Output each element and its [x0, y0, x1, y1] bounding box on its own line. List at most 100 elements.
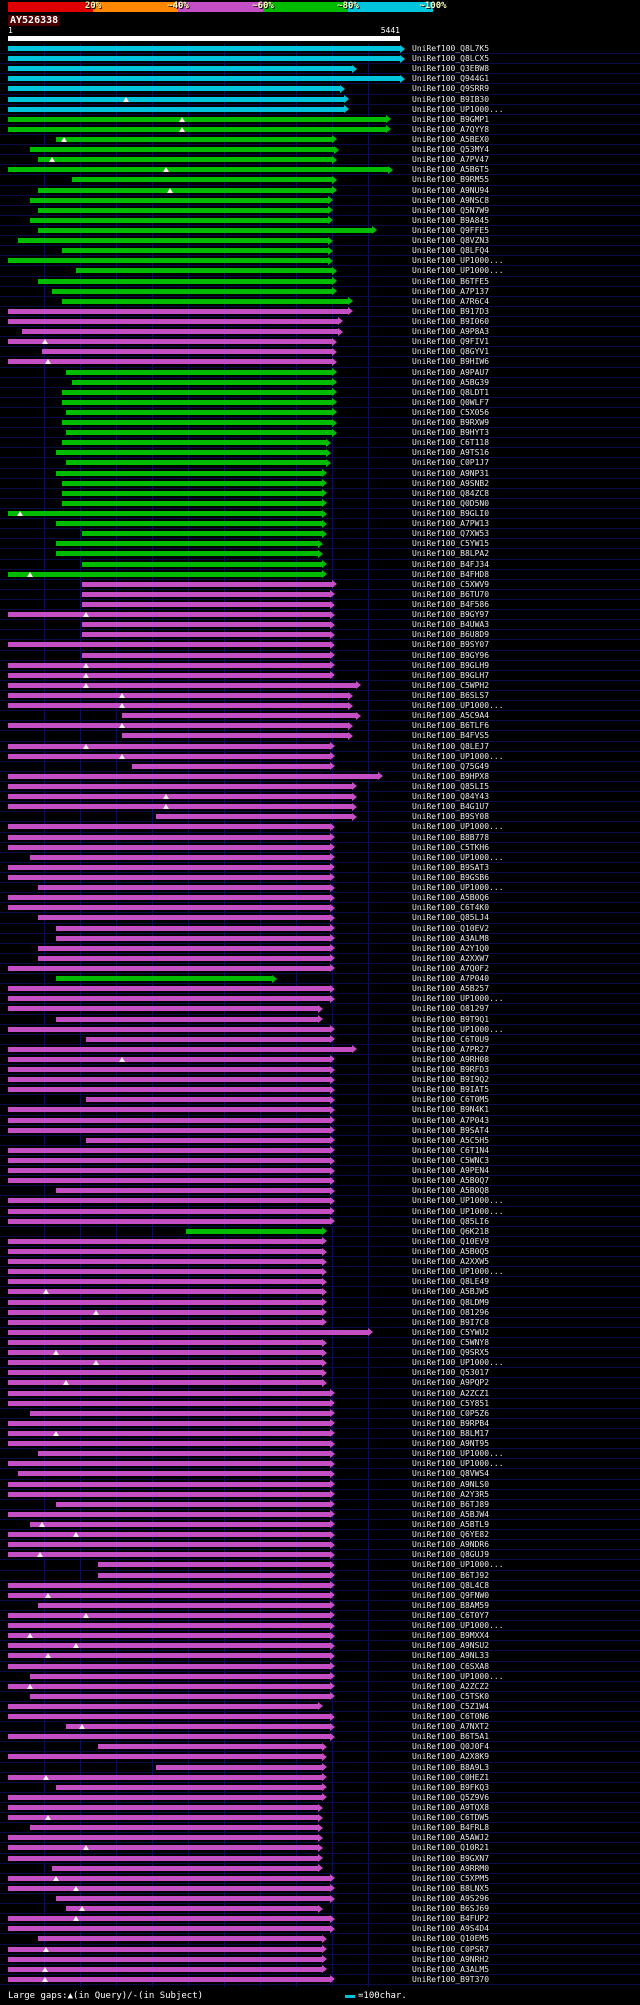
- hit-label[interactable]: UniRef100_A9NDR6: [412, 1540, 490, 1550]
- hit-label[interactable]: UniRef100_A9PQP2: [412, 1378, 490, 1388]
- hit-label[interactable]: UniRef100_B4G1U7: [412, 802, 490, 812]
- hit-bar[interactable]: [8, 1348, 328, 1357]
- hit-bar[interactable]: [30, 196, 333, 205]
- hit-bar[interactable]: [75, 266, 338, 275]
- hit-bar[interactable]: [8, 1510, 336, 1519]
- hit-label[interactable]: UniRef100_B9SY07: [412, 640, 490, 650]
- hit-bar[interactable]: [98, 1742, 328, 1751]
- hit-bar[interactable]: [8, 1884, 336, 1893]
- hit-label[interactable]: UniRef100_B9SAT3: [412, 862, 490, 872]
- hit-label[interactable]: UniRef100_C5XWV9: [412, 579, 490, 589]
- hit-bar[interactable]: [8, 1176, 336, 1185]
- hit-bar[interactable]: [8, 1874, 336, 1883]
- hit-label[interactable]: UniRef100_A9RH08: [412, 1054, 490, 1064]
- hit-label[interactable]: UniRef100_Q9FNW0: [412, 1590, 490, 1600]
- hit-bar[interactable]: [8, 1055, 336, 1064]
- hit-label[interactable]: UniRef100_C6T0U9: [412, 1034, 490, 1044]
- hit-label[interactable]: UniRef100_Q8L7K5: [412, 44, 490, 53]
- hit-label[interactable]: UniRef100_Q85LI5: [412, 781, 490, 791]
- hit-bar[interactable]: [8, 772, 384, 781]
- hit-bar[interactable]: [8, 74, 405, 83]
- hit-label[interactable]: UniRef100_A2XXW7: [412, 953, 490, 963]
- hit-label[interactable]: UniRef100_Q8LCX5: [412, 54, 490, 64]
- hit-label[interactable]: UniRef100_C0PSR7: [412, 1944, 490, 1954]
- hit-bar[interactable]: [38, 883, 336, 892]
- hit-label[interactable]: UniRef100_A9TS16: [412, 448, 490, 458]
- hit-bar[interactable]: [8, 509, 328, 518]
- hit-bar[interactable]: [155, 1763, 328, 1772]
- hit-bar[interactable]: [8, 1550, 336, 1559]
- hit-label[interactable]: UniRef100_A7P137: [412, 286, 490, 296]
- hit-label[interactable]: UniRef100_B9MXX4: [412, 1631, 490, 1641]
- hit-label[interactable]: UniRef100_A7PW13: [412, 519, 490, 529]
- hit-bar[interactable]: [72, 378, 338, 387]
- hit-bar[interactable]: [38, 944, 336, 953]
- hit-label[interactable]: UniRef100_C6T0N6: [412, 1712, 490, 1722]
- hit-bar[interactable]: [41, 347, 338, 356]
- hit-bar[interactable]: [8, 1611, 336, 1620]
- hit-bar[interactable]: [82, 529, 328, 538]
- hit-bar[interactable]: [8, 792, 358, 801]
- hit-bar[interactable]: [8, 1368, 328, 1377]
- hit-bar[interactable]: [62, 479, 328, 488]
- hit-label[interactable]: UniRef100_B4FVS5: [412, 731, 490, 741]
- hit-label[interactable]: UniRef100_C6SXA8: [412, 1661, 490, 1671]
- hit-bar[interactable]: [30, 216, 333, 225]
- hit-label[interactable]: UniRef100_C5XPM5: [412, 1873, 490, 1883]
- hit-label[interactable]: UniRef100_B9IAT5: [412, 1085, 490, 1095]
- hit-bar[interactable]: [66, 408, 338, 417]
- hit-label[interactable]: UniRef100_B9GLH9: [412, 660, 490, 670]
- hit-bar[interactable]: [56, 549, 323, 558]
- hit-label[interactable]: UniRef100_A9PAU7: [412, 367, 490, 377]
- hit-bar[interactable]: [121, 731, 354, 740]
- hit-label[interactable]: UniRef100_B9GY97: [412, 610, 490, 620]
- hit-bar[interactable]: [8, 1358, 328, 1367]
- hit-label[interactable]: UniRef100_Q84Y43: [412, 792, 490, 802]
- hit-label[interactable]: UniRef100_A5B0Q5: [412, 1247, 490, 1257]
- hit-label[interactable]: UniRef100_B6SLS7: [412, 691, 490, 700]
- hit-bar[interactable]: [62, 297, 354, 306]
- hit-bar[interactable]: [72, 175, 338, 184]
- hit-bar[interactable]: [62, 418, 338, 427]
- hit-label[interactable]: UniRef100_B8LPA2: [412, 549, 490, 559]
- hit-bar[interactable]: [56, 1894, 336, 1903]
- hit-label[interactable]: UniRef100_Q8LE49: [412, 1277, 490, 1287]
- hit-label[interactable]: UniRef100_B9N4K1: [412, 1105, 490, 1115]
- hit-bar[interactable]: [8, 1257, 328, 1266]
- hit-bar[interactable]: [8, 317, 343, 326]
- hit-label[interactable]: UniRef100_C6T118: [412, 438, 490, 448]
- hit-label[interactable]: UniRef100_A5C5H5: [412, 1135, 490, 1145]
- hit-bar[interactable]: [185, 1227, 328, 1236]
- hit-bar[interactable]: [62, 499, 328, 508]
- hit-label[interactable]: UniRef100_C6T0Y7: [412, 1610, 490, 1620]
- hit-bar[interactable]: [8, 833, 336, 842]
- hit-bar[interactable]: [30, 1692, 336, 1701]
- hit-label[interactable]: UniRef100_UP1000...: [412, 256, 504, 266]
- hit-bar[interactable]: [8, 843, 336, 852]
- hit-label[interactable]: UniRef100_A9S4D4: [412, 1924, 490, 1934]
- hit-label[interactable]: UniRef100_B6SJ69: [412, 1904, 490, 1914]
- hit-label[interactable]: UniRef100_B9HPX8: [412, 771, 490, 781]
- hit-label[interactable]: UniRef100_B9IB30: [412, 94, 490, 104]
- hit-label[interactable]: UniRef100_C6TDW5: [412, 1813, 490, 1823]
- hit-bar[interactable]: [8, 1682, 336, 1691]
- hit-bar[interactable]: [8, 1429, 336, 1438]
- hit-label[interactable]: UniRef100_A2ZCZ1: [412, 1388, 490, 1398]
- hit-label[interactable]: UniRef100_B9GMP1: [412, 114, 490, 124]
- hit-bar[interactable]: [8, 1085, 336, 1094]
- hit-bar[interactable]: [8, 44, 405, 53]
- hit-bar[interactable]: [38, 1601, 336, 1610]
- hit-label[interactable]: UniRef100_B9I060: [412, 316, 490, 326]
- hit-label[interactable]: UniRef100_C5Z1W4: [412, 1701, 490, 1711]
- hit-bar[interactable]: [8, 84, 346, 93]
- hit-label[interactable]: UniRef100_A5AWJ2: [412, 1833, 490, 1843]
- hit-label[interactable]: UniRef100_A9NL33: [412, 1651, 490, 1661]
- hit-bar[interactable]: [8, 1247, 328, 1256]
- hit-label[interactable]: UniRef100_UP1000...: [412, 266, 504, 276]
- hit-label[interactable]: UniRef100_B9GXN7: [412, 1853, 490, 1863]
- hit-bar[interactable]: [38, 913, 336, 922]
- hit-label[interactable]: UniRef100_A2XXW5: [412, 1257, 490, 1267]
- hit-label[interactable]: UniRef100_B6TLF6: [412, 721, 490, 731]
- hit-bar[interactable]: [8, 1490, 336, 1499]
- hit-bar[interactable]: [8, 1712, 336, 1721]
